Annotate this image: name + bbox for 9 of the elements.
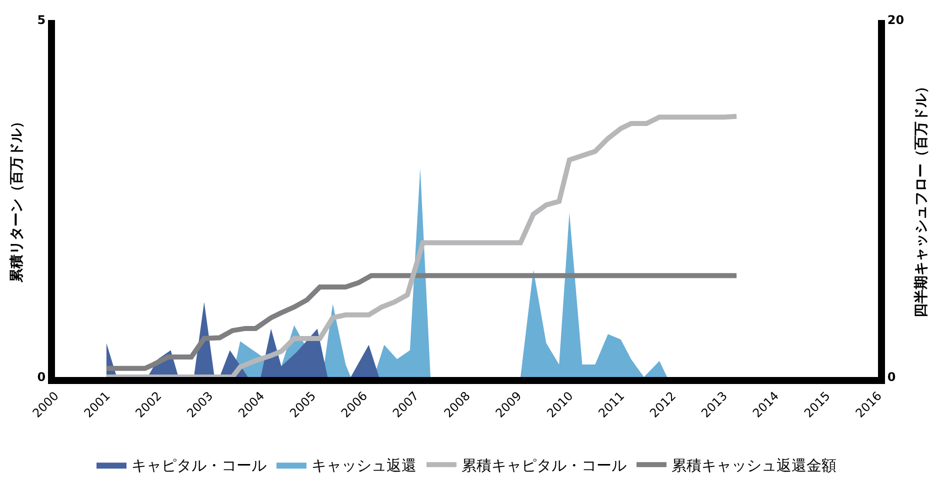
y-axis-title: 累積リターン（百万ドル） bbox=[8, 114, 25, 284]
legend-label: 累積キャピタル・コール bbox=[462, 456, 626, 474]
y-tick-label: 5 bbox=[37, 13, 46, 28]
legend-label: キャッシュ返還 bbox=[312, 456, 416, 474]
y2-tick-label: 20 bbox=[887, 13, 904, 28]
legend-label: 累積キャッシュ返還金額 bbox=[672, 456, 836, 474]
y2-tick-label: 0 bbox=[887, 370, 896, 384]
y2-axis-title: 四半期キャッシュフロー（百万ドル） bbox=[913, 80, 930, 318]
legend-label: キャピタル・コール bbox=[132, 456, 266, 474]
